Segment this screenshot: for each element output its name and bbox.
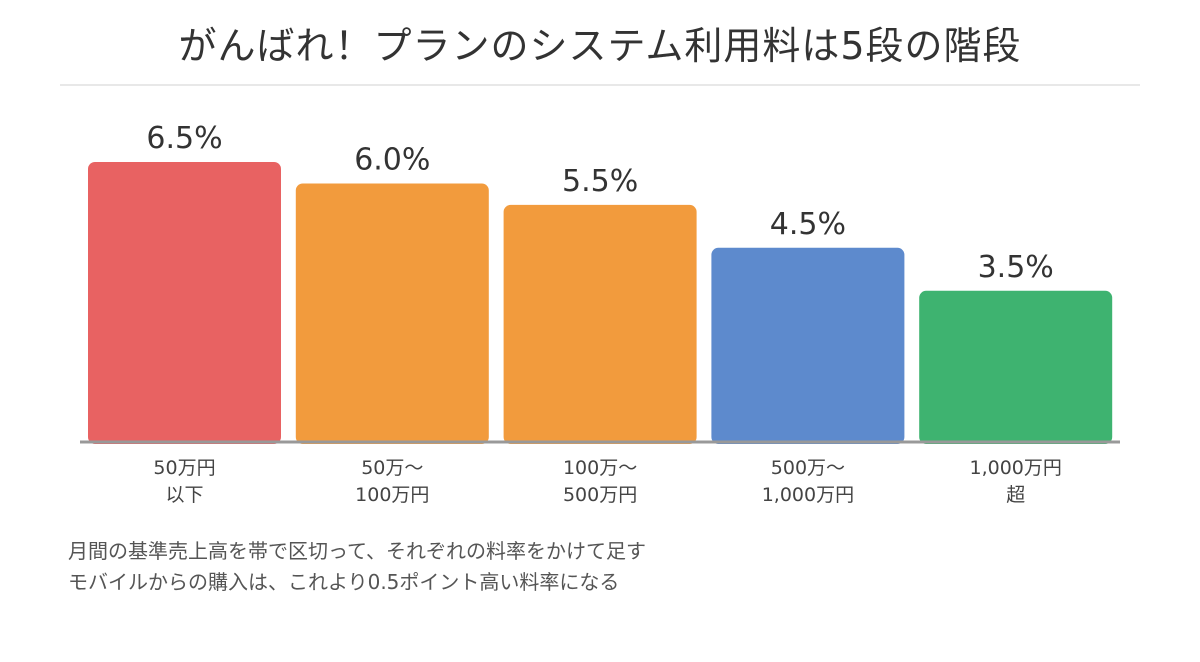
footnote-1: 月間の基準売上高を帯で区切って、それぞれの料率をかけて足す — [68, 539, 646, 563]
data-label-2: 6.0% — [354, 143, 430, 178]
category-label-5-line-1: 1,000万円 — [969, 457, 1061, 479]
category-label-3-line-2: 500万円 — [563, 484, 637, 506]
category-label-2-line-2: 100万円 — [355, 484, 429, 506]
data-label-1: 6.5% — [146, 121, 222, 156]
category-label-5-line-2: 超 — [1006, 484, 1025, 506]
category-label-3-line-1: 100万～ — [563, 457, 637, 479]
bar-3 — [503, 204, 697, 444]
bar-2 — [295, 183, 489, 444]
category-label-1-line-2: 以下 — [165, 484, 203, 506]
data-label-3: 5.5% — [562, 164, 638, 199]
bar-1 — [88, 162, 281, 444]
data-label-4: 4.5% — [770, 207, 846, 242]
footnote-2: モバイルからの購入は、これより0.5ポイント高い料率になる — [68, 570, 620, 594]
bar-4 — [711, 247, 905, 444]
category-label-4-line-2: 1,000万円 — [762, 484, 854, 506]
category-label-4-line-1: 500万～ — [771, 457, 845, 479]
chart-title: がんばれ！プランのシステム利用料は5段の階段 — [178, 24, 1022, 68]
bar-5 — [919, 290, 1113, 444]
data-label-5: 3.5% — [978, 250, 1054, 285]
title-divider — [60, 84, 1140, 86]
category-label-1-line-1: 50万円 — [153, 457, 215, 479]
category-label-2-line-1: 50万～ — [361, 457, 423, 479]
